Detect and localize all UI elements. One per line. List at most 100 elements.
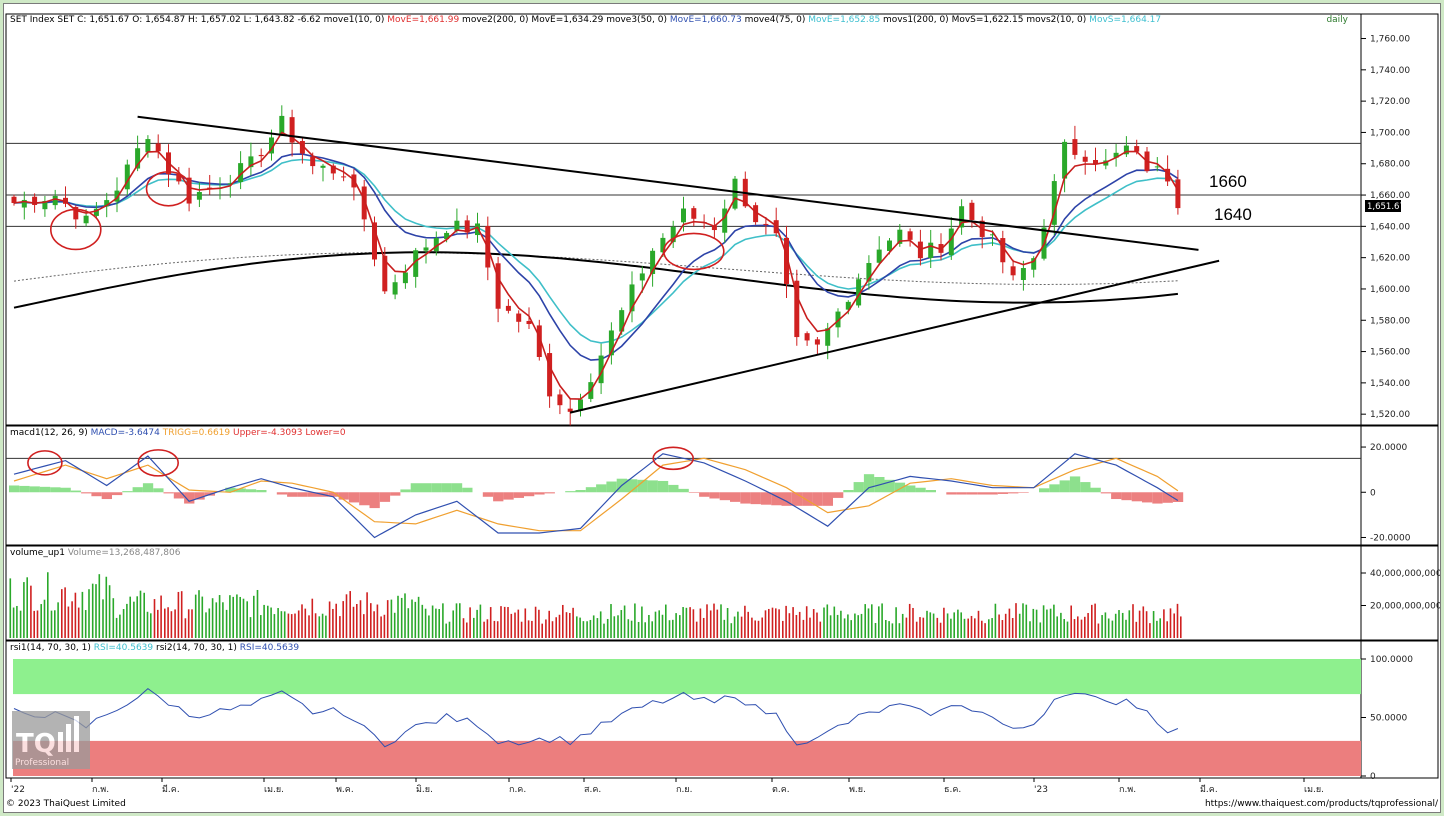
volume-bar xyxy=(843,618,846,638)
volume-bar xyxy=(775,608,777,638)
macd-histogram-bar xyxy=(863,474,875,493)
volume-bar xyxy=(462,618,465,638)
macd-histogram-bar xyxy=(657,480,669,493)
rsi-line xyxy=(13,687,1179,748)
y-tick-label: 0 xyxy=(1370,772,1376,782)
macd-histogram-bar xyxy=(451,483,463,493)
volume-bar xyxy=(383,614,386,638)
candle-body xyxy=(32,196,38,205)
volume-bar xyxy=(833,606,836,638)
candle-body xyxy=(238,163,244,183)
volume-bar xyxy=(912,607,914,638)
volume-bar xyxy=(603,623,605,638)
candle-body xyxy=(784,237,789,284)
volume-bar xyxy=(891,623,894,638)
volume-bar xyxy=(617,615,619,638)
macd-histogram-bar xyxy=(390,492,401,496)
annotation-1660: 1660 xyxy=(1209,172,1247,191)
candle-body xyxy=(907,231,913,240)
macd-histogram-bar xyxy=(1069,476,1081,493)
volume-bar xyxy=(974,618,976,638)
volume-bar xyxy=(411,599,413,638)
volume-bar xyxy=(205,612,207,638)
macd-histogram-bar xyxy=(256,490,267,493)
volume-bar xyxy=(126,603,128,638)
volume-bar xyxy=(435,608,437,638)
header-item: Lower=0 xyxy=(303,428,346,438)
candle-body xyxy=(1154,166,1160,168)
macd-histogram-bar xyxy=(596,484,607,493)
volume-bar xyxy=(747,611,749,638)
volume-bar xyxy=(1084,616,1086,638)
macd-histogram-bar xyxy=(153,488,164,493)
volume-bar xyxy=(1018,613,1021,638)
macd-histogram-bar xyxy=(348,492,360,503)
volume-bar xyxy=(421,604,424,638)
volume-bar xyxy=(1118,610,1120,638)
volume-bar xyxy=(689,607,691,638)
volume-bar xyxy=(658,610,660,638)
volume-bar xyxy=(926,610,928,638)
volume-bar xyxy=(702,617,705,638)
volume-bar xyxy=(157,609,159,638)
volume-bar xyxy=(1135,621,1138,638)
volume-bar xyxy=(596,618,599,638)
rsi-oversold-zone xyxy=(13,740,1361,776)
volume-bar xyxy=(957,609,959,638)
copyright-text: © 2023 ThaiQuest Limited xyxy=(6,799,126,809)
volume-bar xyxy=(479,604,482,638)
macd-histogram-bar xyxy=(884,479,895,493)
volume-bar xyxy=(54,610,56,638)
candle-body xyxy=(835,311,841,328)
y-tick-label: 1,660.00 xyxy=(1370,191,1410,201)
candle-body xyxy=(1093,159,1098,165)
y-tick-label: -20.0000 xyxy=(1370,533,1411,543)
svg-text:TQ: TQ xyxy=(16,729,56,759)
volume-bar xyxy=(726,608,729,638)
volume-bar xyxy=(819,621,822,638)
volume-bar xyxy=(620,610,623,638)
x-tick-label: มี.ค. xyxy=(1200,784,1218,795)
macd-histogram-bar xyxy=(184,492,195,504)
volume-bar xyxy=(445,623,447,638)
volume-bar xyxy=(112,598,115,638)
macd-histogram-bar xyxy=(966,492,978,495)
volume-bar xyxy=(208,608,211,638)
macd-histogram-bar xyxy=(338,492,349,500)
volume-bar xyxy=(936,617,939,638)
volume-bar xyxy=(1011,618,1014,638)
volume-bar xyxy=(788,613,791,638)
candle-body xyxy=(299,141,305,154)
volume-bar xyxy=(706,604,708,638)
panel-borders xyxy=(5,13,1439,779)
volume-bar xyxy=(256,589,259,638)
macd-histogram-bar xyxy=(802,492,813,506)
y-tick-label: 1,640.00 xyxy=(1370,222,1410,232)
volume-bar xyxy=(270,607,272,638)
volume-bar xyxy=(164,608,166,638)
volume-bar xyxy=(414,601,417,638)
tq-watermark: TQ Professional xyxy=(12,711,90,769)
volume-bar xyxy=(953,612,955,638)
chart-canvas[interactable]: 1,520.00 1,540.00 1,560.00 1,580.00 1,600.00… xyxy=(4,4,1440,812)
macd-histogram-bar xyxy=(781,492,792,506)
source-url[interactable]: https://www.thaiquest.com/products/tqpro… xyxy=(1205,799,1439,809)
volume-bar xyxy=(919,617,921,638)
candle-body xyxy=(124,164,130,190)
volume-bar xyxy=(1015,603,1017,638)
volume-bar xyxy=(64,587,66,638)
volume-bar xyxy=(1042,605,1045,638)
macd-histogram-bar xyxy=(29,486,40,493)
volume-bar xyxy=(23,582,25,638)
volume-bar xyxy=(768,608,770,638)
header-item: MovE=1,660.73 xyxy=(667,15,742,25)
macd-histogram-bar xyxy=(585,487,597,493)
x-tick-label: ก.ค. xyxy=(509,785,526,795)
volume-bar xyxy=(562,604,564,638)
volume-bar xyxy=(648,614,650,638)
volume-bar xyxy=(136,596,138,638)
macd-panel-header: macd1(12, 26, 9) MACD=-3.6474 TRIGG=0.66… xyxy=(10,428,346,438)
macd-histogram-bar xyxy=(431,483,442,493)
volume-bar xyxy=(1159,618,1161,638)
volume-bar xyxy=(280,611,283,638)
